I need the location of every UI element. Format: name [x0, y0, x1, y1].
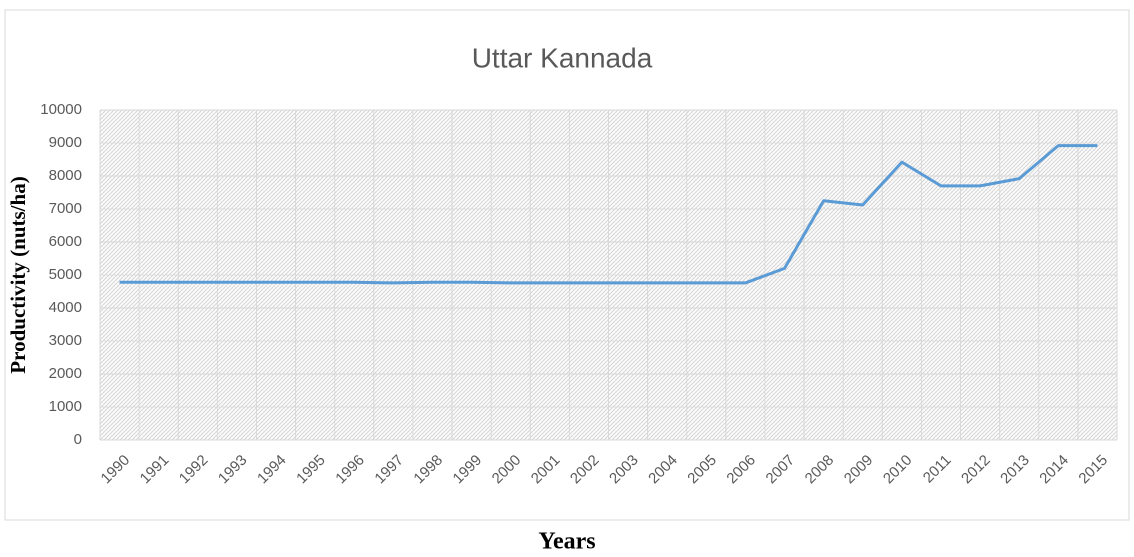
y-tick-label: 0 — [74, 431, 82, 448]
y-tick-label: 3000 — [49, 332, 82, 349]
y-tick-label: 8000 — [49, 167, 82, 184]
x-axis-title: Years — [538, 529, 595, 555]
y-tick-label: 5000 — [49, 266, 82, 283]
y-tick-label: 1000 — [49, 398, 82, 415]
y-tick-label: 10000 — [40, 101, 82, 118]
data-line — [119, 144, 1098, 285]
y-tick-label: 2000 — [49, 365, 82, 382]
y-axis-title: Productivity (nuts/ha) — [6, 176, 30, 373]
chart-title: Uttar Kannada — [472, 42, 653, 73]
y-tick-label: 9000 — [49, 134, 82, 151]
y-tick-label: 4000 — [49, 299, 82, 316]
y-tick-label: 6000 — [49, 233, 82, 250]
y-tick-label: 7000 — [49, 200, 82, 217]
